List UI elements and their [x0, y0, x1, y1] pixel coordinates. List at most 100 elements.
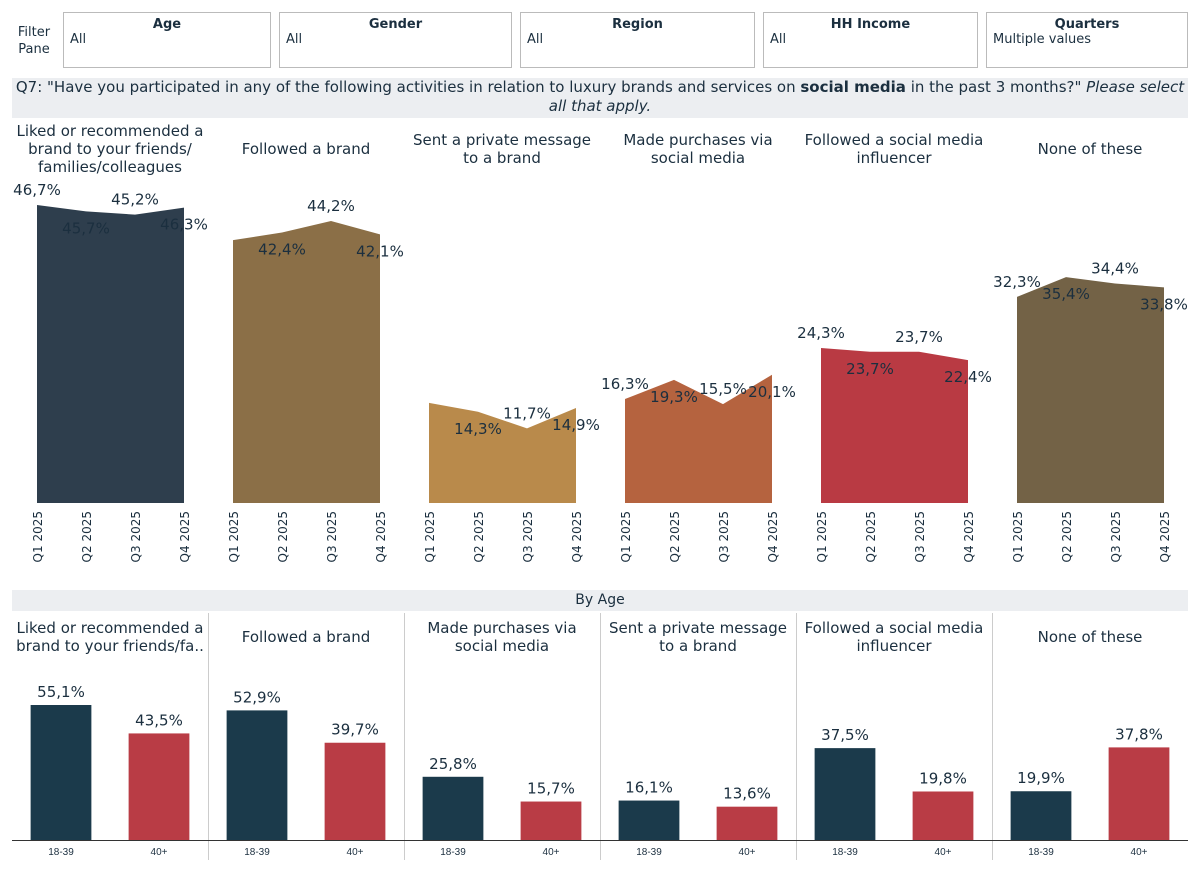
x-tick-label: Q1 2025	[227, 511, 241, 562]
panel-title: Followed a social media influencer	[804, 618, 984, 655]
question-text: in the past 3 months?"	[905, 78, 1087, 96]
x-tick-label: 40+	[1131, 847, 1148, 858]
filter-value: All	[527, 32, 544, 47]
panel-title: None of these	[1037, 140, 1143, 158]
filter-box[interactable]: Gender All	[279, 12, 512, 68]
question: Q7: "Have you participated in any of the…	[12, 78, 1188, 118]
x-tick-label: Q1 2025	[815, 511, 829, 562]
bar	[30, 705, 92, 840]
filter-box[interactable]: Age All	[63, 12, 271, 68]
x-tick-label: Q2 2025	[80, 511, 94, 562]
x-tick-label: Q2 2025	[472, 511, 486, 562]
question-italic: Please select all that apply.	[548, 78, 1185, 115]
x-tick-label: Q2 2025	[668, 511, 682, 562]
bar-chart: 55,1% 18-39 43,5% 40+	[12, 683, 208, 858]
x-tick-label: Q3 2025	[717, 511, 731, 562]
area	[625, 374, 772, 503]
area	[233, 221, 380, 503]
x-tick-label: 18-39	[48, 847, 74, 858]
value-label: 20,1%	[748, 383, 796, 401]
area	[429, 402, 576, 503]
panel-title: Sent a private message to a brand	[608, 618, 788, 655]
area	[1017, 277, 1164, 503]
value-label: 23,7%	[846, 360, 894, 378]
bar-chart: 52,9% 18-39 39,7% 40+	[208, 613, 404, 860]
x-tick-label: 18-39	[244, 847, 270, 858]
bar	[912, 791, 974, 840]
x-tick-label: Q1 2025	[619, 511, 633, 562]
value-label: 15,5%	[699, 380, 747, 398]
area-chart: 46,7% Q1 2025 45,7% Q2 2025 45,2% Q3 2025 46,3…	[13, 181, 208, 562]
value-label: 16,1%	[625, 779, 673, 797]
value-label: 23,7%	[895, 328, 943, 346]
bar	[1108, 747, 1170, 840]
question-text: Q7: "Have you participated in any of the…	[15, 78, 801, 96]
panel-title: None of these	[1037, 627, 1143, 646]
value-label: 16,3%	[601, 375, 649, 393]
area-chart: 24,3% Q1 2025 23,7% Q2 2025 23,7% Q3 2025 22,4…	[797, 324, 992, 562]
bar-chart: 25,8% 18-39 15,7% 40+	[404, 613, 600, 860]
value-label: 33,8%	[1140, 295, 1188, 313]
filter-name: Age	[152, 17, 182, 32]
x-tick-label: 40+	[935, 847, 952, 858]
value-label: 46,3%	[160, 216, 208, 234]
value-label: 11,7%	[503, 404, 551, 422]
bar	[324, 742, 386, 840]
value-label: 32,3%	[993, 273, 1041, 291]
bar	[520, 801, 582, 840]
x-tick-label: Q3 2025	[129, 511, 143, 562]
bar	[422, 776, 484, 840]
x-tick-label: Q3 2025	[325, 511, 339, 562]
area-chart: 32,3% Q1 2025 35,4% Q2 2025 34,4% Q3 2025 33,8…	[993, 260, 1188, 563]
x-tick-label: Q4 2025	[178, 511, 192, 562]
value-label: 45,7%	[62, 219, 110, 237]
filter-name: Gender	[368, 17, 423, 32]
x-tick-label: 18-39	[440, 847, 466, 858]
filter-pane-label: Filter Pane	[17, 25, 51, 57]
value-label: 43,5%	[135, 711, 183, 729]
value-label: 25,8%	[429, 755, 477, 773]
value-label: 15,7%	[527, 780, 575, 798]
x-tick-label: 18-39	[1028, 847, 1054, 858]
x-tick-label: Q1 2025	[1011, 511, 1025, 562]
bar-chart: 16,1% 18-39 13,6% 40+	[600, 613, 796, 860]
value-label: 45,2%	[111, 191, 159, 209]
bar	[814, 748, 876, 840]
x-tick-label: Q4 2025	[1158, 511, 1172, 562]
x-tick-label: Q4 2025	[766, 511, 780, 562]
x-tick-label: Q2 2025	[1060, 511, 1074, 562]
bar	[618, 800, 680, 840]
filter-name: HH Income	[830, 17, 911, 32]
area	[37, 205, 184, 503]
value-label: 37,8%	[1115, 725, 1163, 743]
value-label: 14,9%	[552, 416, 600, 434]
filter-value: All	[70, 32, 87, 47]
section-title: By Age	[12, 590, 1188, 611]
value-label: 19,3%	[650, 388, 698, 406]
filter-box[interactable]: HH Income All	[763, 12, 978, 68]
x-tick-label: 40+	[739, 847, 756, 858]
x-tick-label: Q2 2025	[276, 511, 290, 562]
filter-name: Region	[612, 17, 663, 32]
bar-chart: 19,9% 18-39 37,8% 40+	[992, 613, 1188, 860]
filter-box[interactable]: Region All	[520, 12, 755, 68]
x-tick-label: 40+	[151, 847, 168, 858]
panel-title: Liked or recommended a brand to your fri…	[16, 618, 204, 655]
area-chart: Q1 2025 14,3% Q2 2025 11,7% Q3 2025 14,9% Q4 2…	[423, 402, 600, 562]
filter-name: Quarters	[1054, 17, 1120, 32]
x-tick-label: 40+	[543, 847, 560, 858]
bar-chart: 37,5% 18-39 19,8% 40+	[796, 613, 992, 860]
bar	[1010, 791, 1072, 840]
x-tick-label: Q3 2025	[913, 511, 927, 562]
value-label: 14,3%	[454, 420, 502, 438]
panel-title: Made purchases via social media	[427, 618, 577, 655]
value-label: 34,4%	[1091, 260, 1139, 278]
panel-title: Sent a private message to a brand	[412, 131, 592, 167]
filter-box[interactable]: Quarters Multiple values	[986, 12, 1188, 68]
area	[821, 347, 968, 503]
x-tick-label: Q1 2025	[423, 511, 437, 562]
panel-title: Followed a brand	[241, 627, 371, 646]
x-tick-label: 18-39	[636, 847, 662, 858]
value-label: 52,9%	[233, 688, 281, 706]
